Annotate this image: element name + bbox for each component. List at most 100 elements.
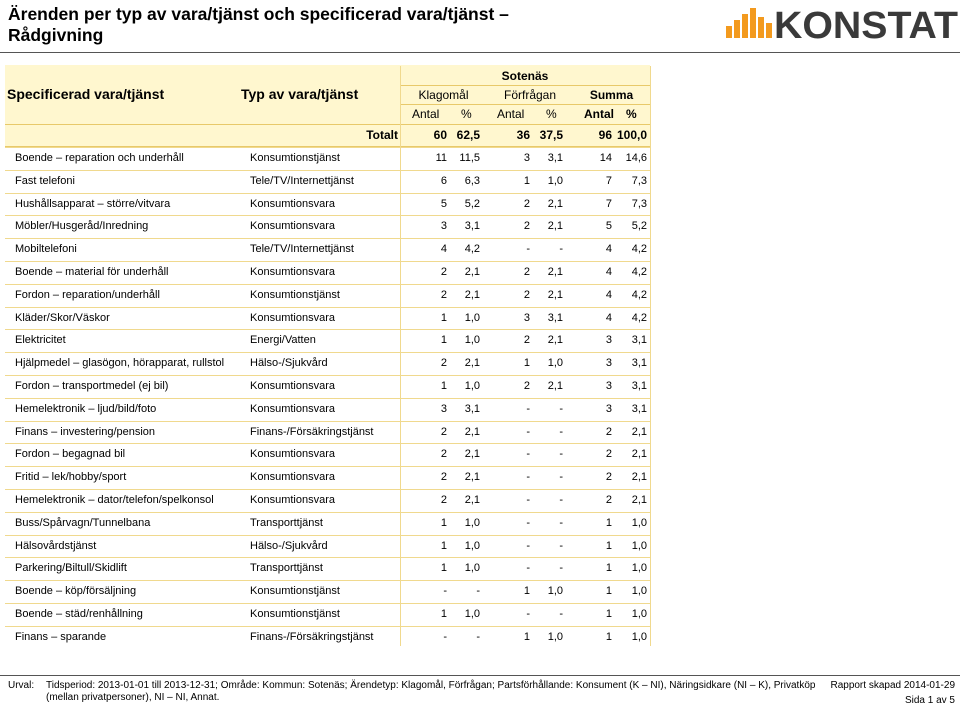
column-divider	[400, 66, 401, 646]
cell-value: 2,1	[631, 425, 647, 438]
cell-item-type: Konsumtionstjänst	[250, 288, 340, 301]
cell-value: 6,3	[464, 174, 480, 187]
top-rule	[0, 52, 960, 53]
cell-value: -	[443, 585, 447, 598]
cell-value: 3	[605, 334, 612, 347]
total-label: Totalt	[366, 128, 398, 142]
cell-value: 5	[605, 220, 612, 233]
cell-specified-item: Elektricitet	[15, 334, 66, 347]
page-number: Sida 1 av 5	[904, 695, 955, 706]
cell-value: 4	[605, 243, 612, 256]
cell-value: 4	[605, 266, 612, 278]
cell-value: 2	[605, 471, 612, 484]
cell-value: 3	[523, 152, 530, 164]
cell-value: 7	[605, 174, 612, 187]
cell-value: 3	[605, 357, 612, 370]
total-value: 96	[598, 128, 612, 142]
cell-value: -	[526, 539, 530, 552]
cell-value: 2	[523, 288, 530, 301]
cell-value: -	[559, 562, 563, 575]
cell-item-type: Konsumtionsvara	[250, 448, 335, 461]
table-row: Finans – sparande Finans-/Försäkringstjän…	[5, 625, 650, 648]
subheader-pct: %	[461, 107, 472, 121]
table-row: Hemelektronik – dator/telefon/spelkonsol…	[5, 489, 650, 511]
cell-value: 2	[440, 266, 447, 278]
cell-value: 3,1	[464, 402, 480, 415]
page-title: Ärenden per typ av vara/tjänst och speci…	[8, 4, 608, 46]
cell-value: -	[526, 494, 530, 506]
header-divider	[400, 85, 650, 86]
cell-specified-item: Finans – sparande	[15, 630, 107, 643]
cell-specified-item: Parkering/Biltull/Skidlift	[15, 562, 127, 575]
subheader-pct: %	[546, 107, 557, 121]
cell-value: 2,1	[631, 494, 647, 506]
cell-value: 4	[605, 288, 612, 301]
cell-specified-item: Hjälpmedel – glasögon, hörapparat, rulls…	[15, 357, 225, 370]
cell-item-type: Hälso-/Sjukvård	[250, 539, 328, 552]
cell-value: 1,0	[631, 585, 647, 598]
cell-specified-item: Fordon – reparation/underhåll	[15, 288, 160, 301]
cell-item-type: Konsumtionsvara	[250, 380, 335, 392]
cell-value: 1,0	[464, 539, 480, 552]
cell-value: 1,0	[464, 562, 480, 575]
cell-value: 4,2	[631, 288, 647, 301]
cell-value: -	[559, 494, 563, 506]
table-row: Hushållsapparat – större/vitvara Konsumti…	[5, 192, 650, 215]
cell-value: 2	[605, 494, 612, 506]
cell-value: -	[559, 471, 563, 484]
table-row: Boende – reparation och underhåll Konsumt…	[5, 147, 650, 169]
cell-value: 3,1	[631, 334, 647, 347]
cell-value: 1	[440, 311, 447, 324]
cell-value: 2,1	[464, 266, 480, 278]
cell-value: 1	[440, 608, 447, 620]
table-row: Boende – städ/renhållning Konsumtionstjän…	[5, 603, 650, 625]
total-value: 36	[516, 128, 530, 142]
cell-value: 2	[440, 357, 447, 370]
table-row: Elektricitet Energi/Vatten 1 1,0 2 2,1 3 3,1	[5, 329, 650, 351]
cell-value: 3	[605, 402, 612, 415]
cell-specified-item: Buss/Spårvagn/Tunnelbana	[15, 516, 151, 529]
cell-value: 2	[523, 380, 530, 392]
cell-item-type: Konsumtionstjänst	[250, 152, 340, 164]
cell-value: 3,1	[547, 152, 563, 164]
group-header-summa: Summa	[589, 88, 634, 102]
cell-value: 1	[605, 516, 612, 529]
cell-value: 2,1	[547, 288, 563, 301]
cell-value: 2,1	[631, 448, 647, 461]
cell-value: 1,0	[464, 311, 480, 324]
cell-value: 3,1	[547, 311, 563, 324]
cell-value: 1,0	[631, 516, 647, 529]
cell-value: 3	[523, 311, 530, 324]
cell-value: 5,2	[631, 220, 647, 233]
cell-value: 1,0	[547, 357, 563, 370]
cell-value: -	[559, 425, 563, 438]
logo-text: KONSTAT	[774, 5, 958, 40]
cell-value: 3	[440, 220, 447, 233]
column-header-type: Typ av vara/tjänst	[241, 86, 359, 102]
subheader-antal: Antal	[412, 107, 440, 121]
cell-value: 6	[440, 174, 447, 187]
cell-value: 1,0	[631, 539, 647, 552]
cell-item-type: Finans-/Försäkringstjänst	[250, 425, 374, 438]
cell-value: 2,1	[464, 288, 480, 301]
cell-specified-item: Fordon – begagnad bil	[15, 448, 126, 461]
cell-value: 2	[440, 494, 447, 506]
table-row: Hemelektronik – ljud/bild/foto Konsumtion…	[5, 397, 650, 420]
cell-value: 2,1	[547, 334, 563, 347]
cell-value: 1,0	[547, 174, 563, 187]
cell-value: 2,1	[547, 220, 563, 233]
cell-value: 1	[523, 630, 530, 643]
cell-value: -	[559, 243, 563, 256]
cell-specified-item: Boende – reparation och underhåll	[15, 152, 184, 164]
cell-value: 2	[605, 425, 612, 438]
cell-value: 4	[605, 311, 612, 324]
report-created: Rapport skapad 2014-01-29	[830, 680, 955, 691]
cell-value: -	[526, 516, 530, 529]
cell-value: -	[526, 448, 530, 461]
cell-specified-item: Fordon – transportmedel (ej bil)	[15, 380, 169, 392]
cell-item-type: Konsumtionsvara	[250, 266, 335, 278]
cell-specified-item: Boende – städ/renhållning	[15, 608, 143, 620]
table-row: Mobiltelefoni Tele/TV/Internettjänst 4 4,2 -…	[5, 238, 650, 260]
total-value: 62,5	[456, 128, 480, 142]
cell-specified-item: Finans – investering/pension	[15, 425, 156, 438]
